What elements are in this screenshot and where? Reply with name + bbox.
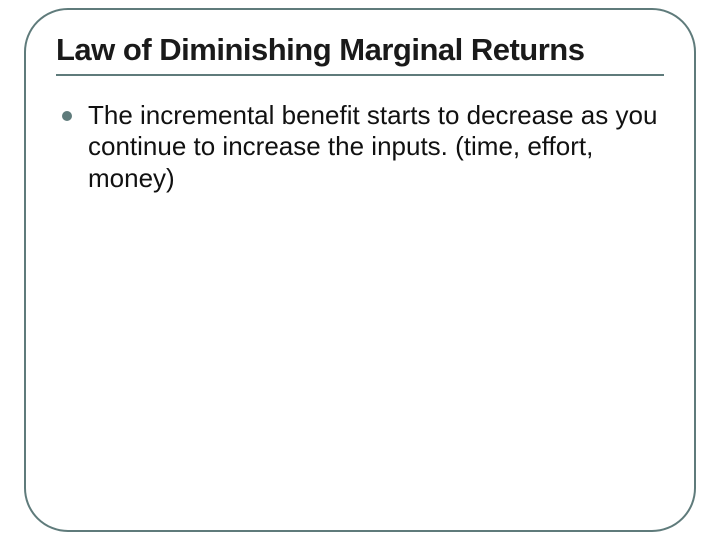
slide-frame: Law of Diminishing Marginal Returns The … [24,8,696,532]
title-underline [56,74,664,76]
slide-content: The incremental benefit starts to decrea… [56,100,664,195]
list-item: The incremental benefit starts to decrea… [62,100,664,195]
slide-title: Law of Diminishing Marginal Returns [56,32,664,68]
bullet-icon [62,111,72,121]
bullet-text: The incremental benefit starts to decrea… [88,100,664,195]
